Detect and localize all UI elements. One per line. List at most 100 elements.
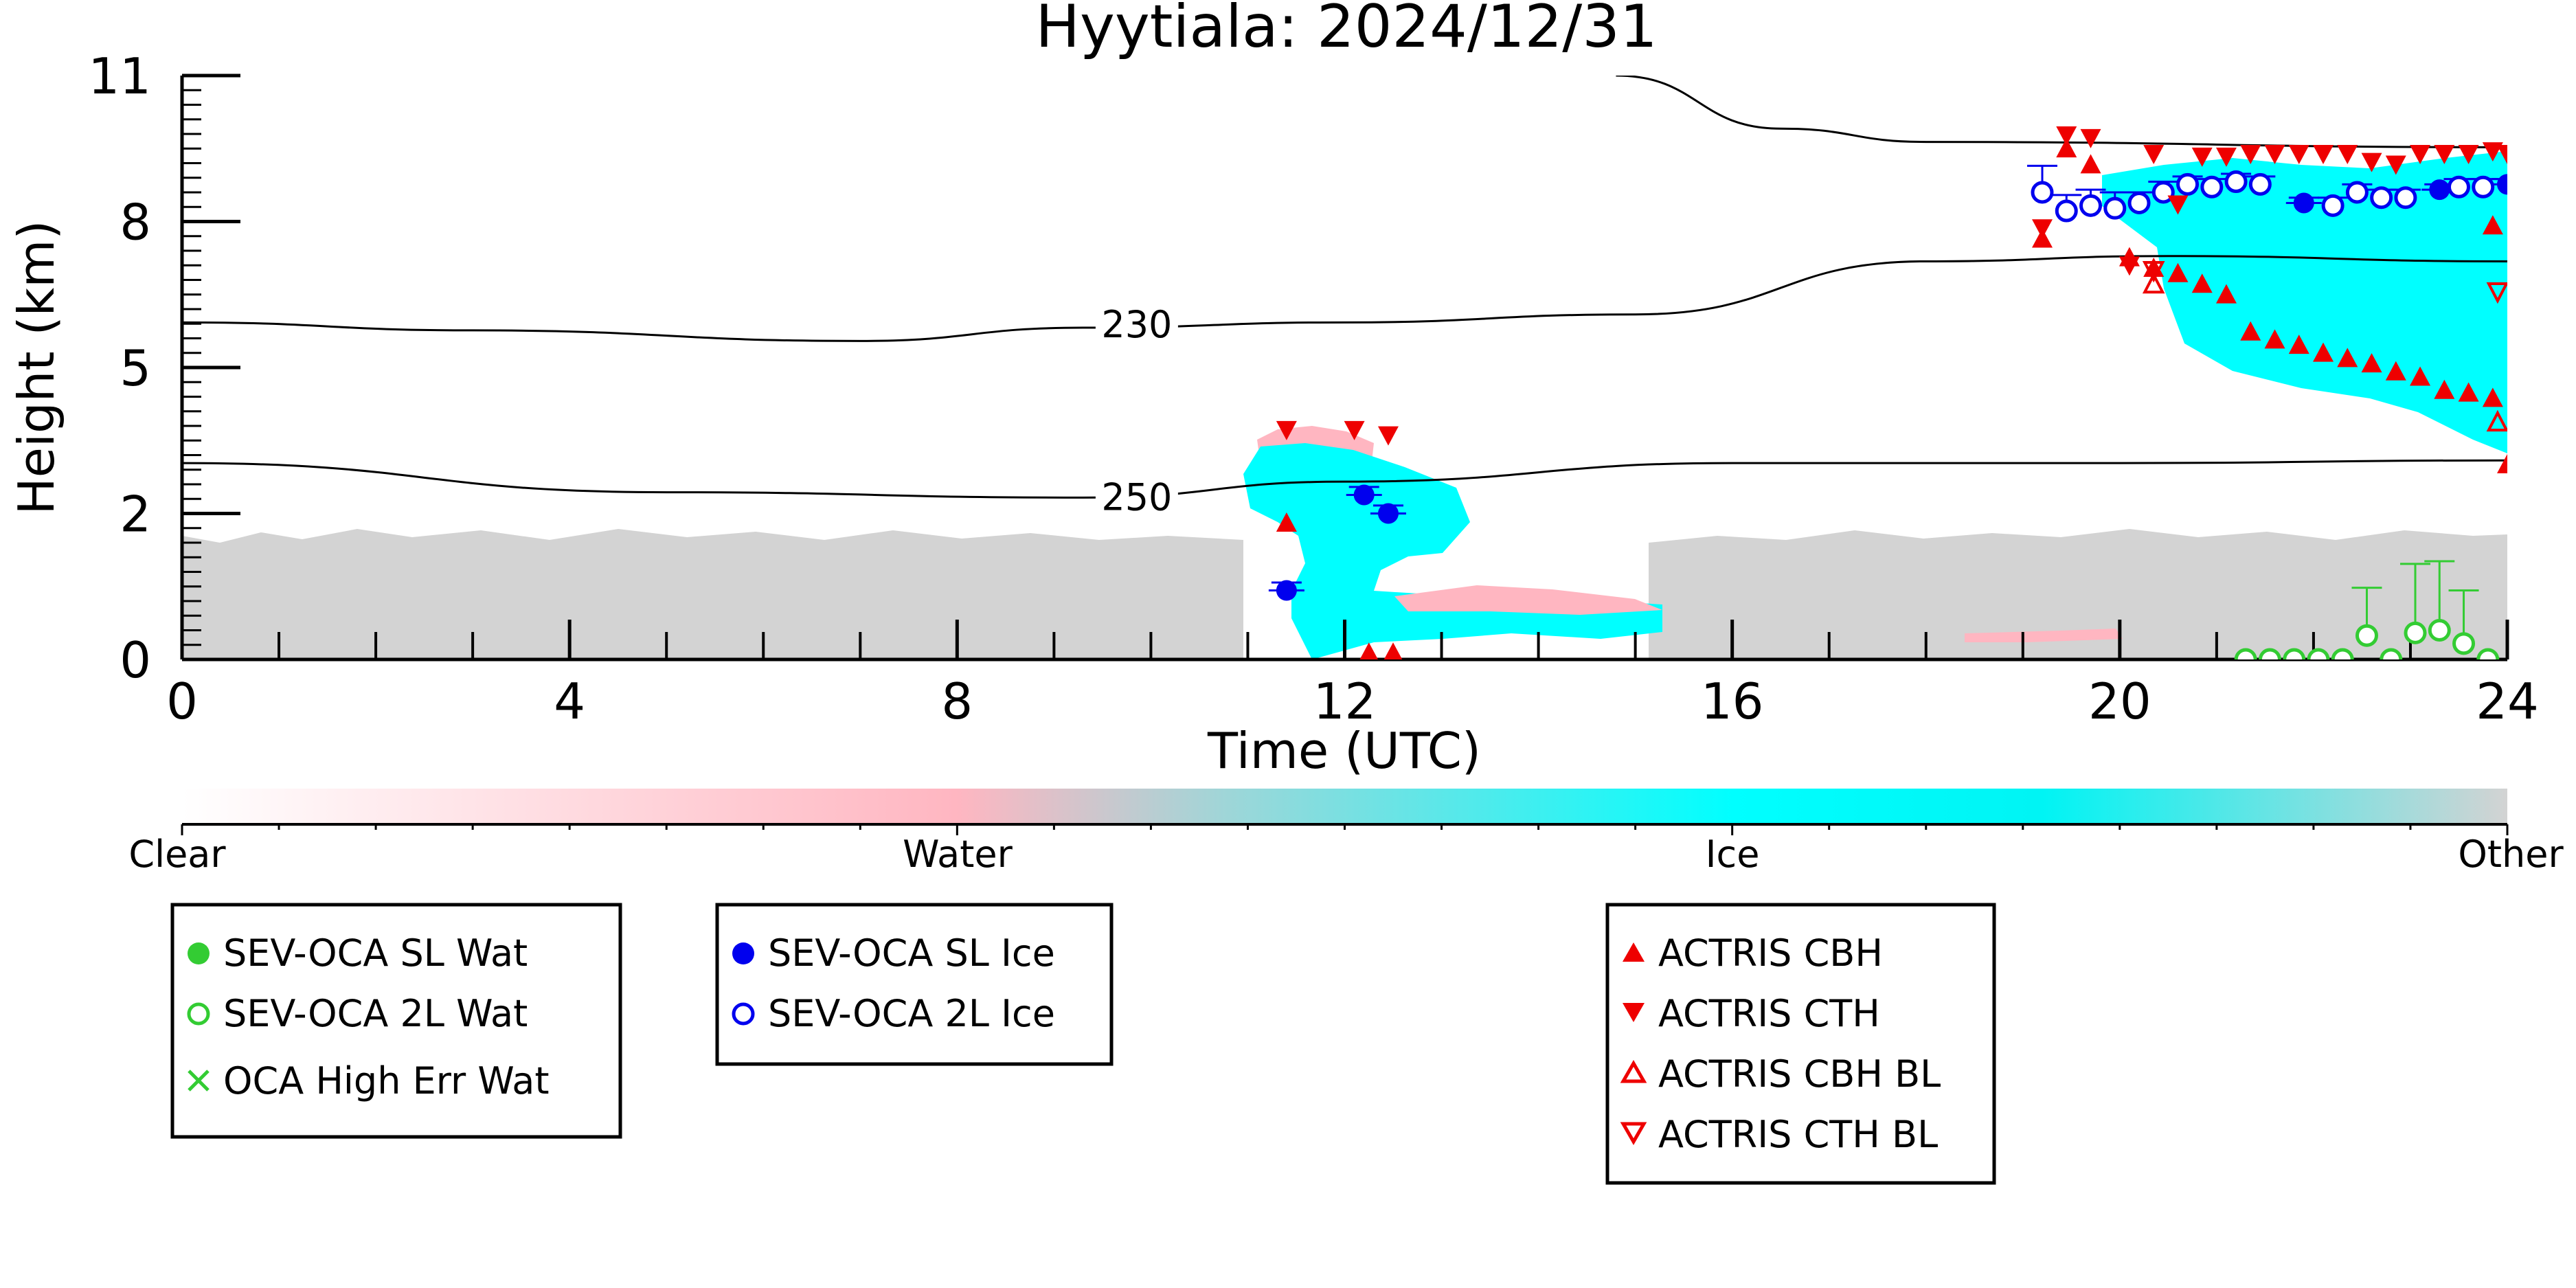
- actris-cbh-point: [2240, 321, 2261, 341]
- sev-oca-2l-ice-point: [2321, 194, 2345, 217]
- classification-field: [182, 151, 2507, 659]
- legend-cbh-bl-marker: [1620, 1059, 1647, 1083]
- sev-oca-2l-ice-point: [2127, 191, 2151, 214]
- actris-cth-point: [2288, 145, 2309, 165]
- legend-cth-bl-marker: [1620, 1122, 1647, 1146]
- actris-cbh-point: [2080, 154, 2101, 174]
- sev-oca-2l-ice-point: [2055, 199, 2078, 223]
- sev-oca-2l-ice-point: [2224, 170, 2248, 194]
- legend-cbh-bl-label: ACTRIS CBH BL: [1658, 1052, 1941, 1096]
- actris-cth-point: [1344, 420, 1365, 440]
- legend-water: SEV-OCA SL Wat SEV-OCA 2L Wat OCA High E…: [170, 903, 622, 1139]
- actris-cth-bl-point: [2486, 282, 2507, 304]
- sev-oca-sl-ice-point: [1353, 484, 1375, 506]
- legend-oca-high-err-label: OCA High Err Wat: [223, 1059, 550, 1103]
- legend-cth-label: ACTRIS CTH: [1658, 992, 1880, 1035]
- legend-water-frame: [170, 903, 622, 1139]
- sev-oca-sl-ice-point: [2293, 192, 2314, 214]
- sev-oca-2l-ice-point: [2447, 175, 2470, 199]
- actris-cth-point: [2056, 126, 2077, 146]
- actris-cbh-point: [2385, 361, 2406, 381]
- actris-cth-point: [2032, 219, 2053, 239]
- legend-cbh-label: ACTRIS CBH: [1658, 931, 1883, 975]
- y-tick-label: 0: [120, 631, 151, 689]
- sev-oca-2l-ice-point: [2394, 186, 2417, 210]
- y-tick-label: 2: [120, 486, 151, 543]
- sev-oca-2l-wat-point: [2283, 648, 2306, 659]
- actris-cbh-point: [2458, 382, 2479, 402]
- contour-label-bg: [1095, 477, 1178, 519]
- colorbar-label-ice: Ice: [1706, 833, 1760, 876]
- legend-sev-2l-ice-marker: [732, 1002, 755, 1026]
- y-ticks: 0 2 5 8 11: [88, 47, 240, 689]
- actris-cbh-point: [2482, 215, 2503, 235]
- colorbar-label-other: Other: [2458, 833, 2564, 876]
- actris-cth-point: [2482, 142, 2503, 162]
- colorbar: Clear Water Ice Other: [128, 789, 2564, 876]
- sev-oca-sl-ice-point: [2497, 174, 2507, 195]
- water-band-right: [1965, 629, 2123, 642]
- legend-cth-bl-label: ACTRIS CTH BL: [1658, 1113, 1938, 1156]
- sev-oca-2l-wat-point: [2234, 648, 2257, 659]
- actris-cbh-point: [2288, 335, 2309, 354]
- sev-oca-2l-wat-point: [2476, 648, 2500, 659]
- actris-cbh-point: [2215, 284, 2237, 304]
- actris-cth-point: [2458, 145, 2479, 165]
- sev-oca-2l-ice-point: [2151, 181, 2175, 204]
- ice-region-right: [2102, 151, 2507, 453]
- y-axis-label: Height (km): [8, 221, 65, 515]
- legend-cbh-marker: [1623, 942, 1645, 962]
- actris-cbh-point: [2264, 329, 2285, 349]
- actris-cbh-point: [2337, 348, 2358, 368]
- actris-cbh-point: [2434, 379, 2455, 399]
- legend-actris: ACTRIS CBH ACTRIS CTH ACTRIS CBH BL ACTR…: [1605, 903, 1996, 1185]
- actris-cbh-point: [2361, 353, 2382, 373]
- actris-cth-point: [2167, 195, 2189, 215]
- ice-region-left: [1243, 443, 1662, 659]
- sev-oca-2l-wat-point: [2331, 648, 2354, 659]
- actris-cth-point: [2385, 155, 2406, 175]
- sev-oca-sl-ice-point: [1276, 580, 1297, 601]
- legend-oca-high-err-marker: [188, 1070, 210, 1092]
- actris-cth-point: [2337, 145, 2358, 165]
- actris-cth-point: [2361, 152, 2382, 172]
- sev-oca-2l-ice-point: [2031, 181, 2054, 204]
- sev-oca-2l-wat-point: [2404, 621, 2427, 644]
- sev-oca-2l-wat-point: [2452, 632, 2476, 655]
- legend-sev-2l-ice-label: SEV-OCA 2L Ice: [768, 992, 1055, 1035]
- actris-cbh-point: [2482, 387, 2503, 407]
- actris-cth-point: [1276, 420, 1297, 440]
- contour-label-bg: [1095, 304, 1178, 346]
- legend-sev-sl-ice-label: SEV-OCA SL Ice: [768, 931, 1055, 975]
- actris-cbh-point: [2410, 366, 2431, 386]
- chart-title: Hyytiala: 2024/12/31: [1035, 0, 1657, 61]
- actris-cth-bl-point: [2142, 261, 2165, 283]
- actris-cth-point: [2497, 145, 2507, 165]
- x-tick-label: 12: [1313, 673, 1377, 730]
- x-ticks: 0 4 8 12 16 20 24: [166, 620, 2539, 730]
- actris-cth-point: [1377, 426, 1399, 446]
- actris-cth-point: [2264, 145, 2285, 165]
- sev-oca-sl-ice-point: [1377, 503, 1399, 524]
- sev-oca-2l-ice-point: [2103, 196, 2127, 220]
- plot-axes: 0 4 8 12 16 20 24 0 2 5 8 11: [88, 47, 2538, 730]
- x-axis-label: Time (UTC): [1207, 722, 1481, 780]
- actris-cbh-bl-point: [2486, 409, 2507, 432]
- sev-oca-2l-ice-point: [2079, 194, 2103, 217]
- y-tick-label: 5: [120, 339, 151, 397]
- sev-oca-2l-ice-point: [2248, 172, 2272, 196]
- sev-oca-2l-wat-point: [2355, 624, 2378, 647]
- legend-sev-sl-ice-marker: [732, 942, 754, 964]
- actris-cth-point: [2434, 145, 2455, 165]
- actris-cth-point: [2080, 128, 2101, 148]
- contour-label: 250: [1101, 475, 1172, 519]
- x-tick-label: 8: [941, 673, 973, 730]
- actris-cbh-point: [2167, 262, 2189, 282]
- contour-labels: 230 250: [1095, 303, 1178, 519]
- actris-cbh-point: [1359, 642, 1379, 659]
- contour-label: 230: [1101, 303, 1172, 346]
- legend-ice-frame: [715, 903, 1114, 1066]
- x-tick-label: 20: [2088, 673, 2151, 730]
- x-minor-ticks: [278, 632, 2412, 659]
